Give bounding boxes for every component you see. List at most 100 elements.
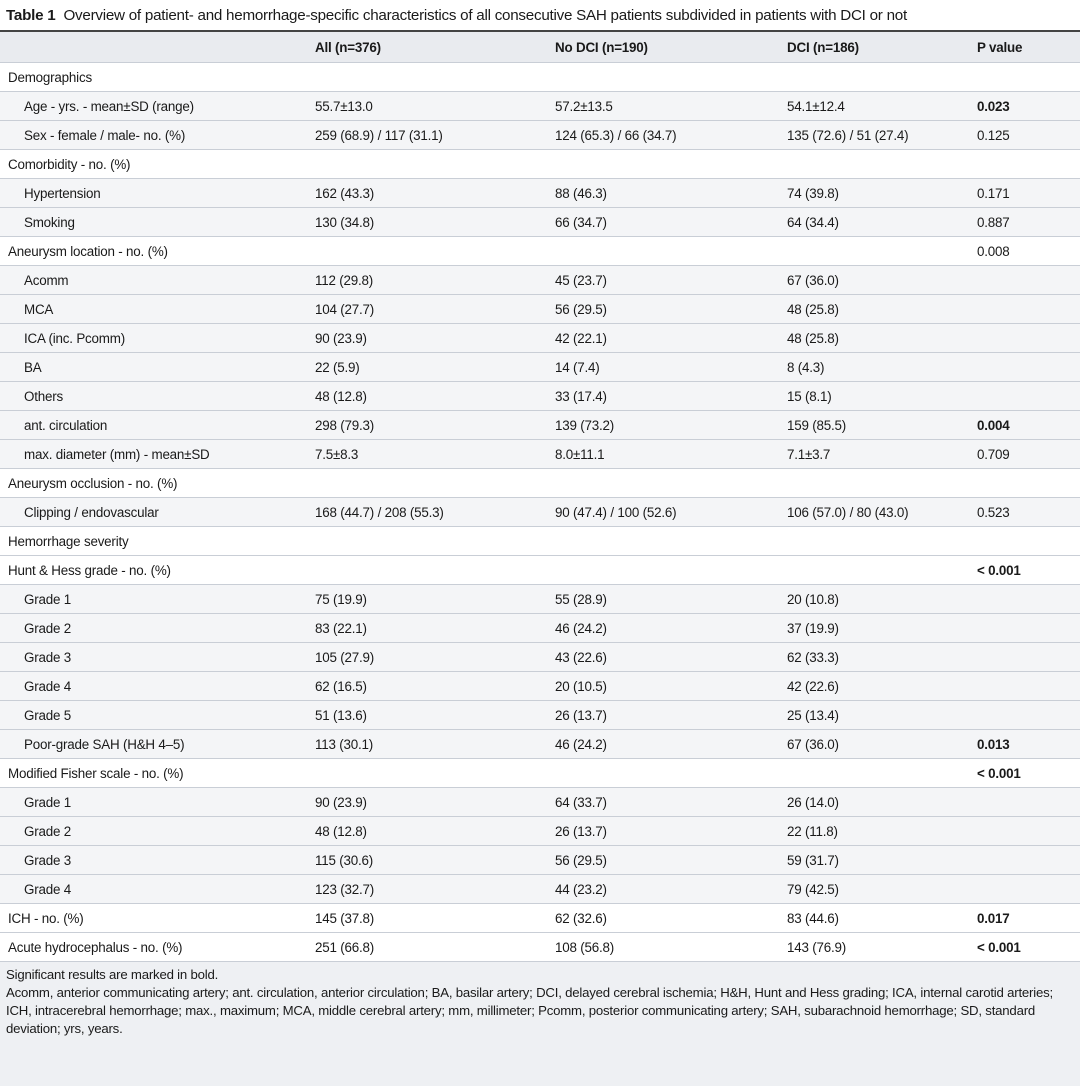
cell-no-dci: 139 (73.2) [547,410,779,440]
table-section-row: Demographics [0,62,1080,92]
cell-p-value: 0.013 [969,729,1080,759]
table-row: Grade 3 115 (30.6) 56 (29.5) 59 (31.7) [0,845,1080,875]
row-label: Grade 2 [0,613,307,643]
cell-no-dci [547,468,779,498]
cell-dci [779,62,969,92]
cell-p-value: 0.709 [969,439,1080,469]
cell-no-dci: 20 (10.5) [547,671,779,701]
table-row: Grade 1 75 (19.9) 55 (28.9) 20 (10.8) [0,584,1080,614]
cell-no-dci: 26 (13.7) [547,700,779,730]
cell-all: 55.7±13.0 [307,91,547,121]
cell-p-value [969,584,1080,614]
row-label: Aneurysm location - no. (%) [0,236,307,266]
column-header-all: All (n=376) [307,32,547,63]
cell-dci [779,149,969,179]
cell-no-dci [547,62,779,92]
cell-no-dci: 44 (23.2) [547,874,779,904]
row-label: Hemorrhage severity [0,526,307,556]
cell-dci: 106 (57.0) / 80 (43.0) [779,497,969,527]
cell-dci: 62 (33.3) [779,642,969,672]
cell-no-dci [547,149,779,179]
cell-p-value: 0.008 [969,236,1080,266]
cell-dci [779,236,969,266]
cell-dci: 54.1±12.4 [779,91,969,121]
cell-all [307,758,547,788]
cell-p-value [969,381,1080,411]
cell-all: 83 (22.1) [307,613,547,643]
cell-p-value [969,816,1080,846]
cell-no-dci: 56 (29.5) [547,845,779,875]
row-label: Smoking [0,207,307,237]
cell-no-dci: 8.0±11.1 [547,439,779,469]
table-row: Grade 4 123 (32.7) 44 (23.2) 79 (42.5) [0,874,1080,904]
table-row: Age - yrs. - mean±SD (range) 55.7±13.0 57.… [0,91,1080,121]
row-label: Sex - female / male- no. (%) [0,120,307,150]
cell-dci: 20 (10.8) [779,584,969,614]
table-row: Grade 2 83 (22.1) 46 (24.2) 37 (19.9) [0,613,1080,643]
cell-no-dci: 26 (13.7) [547,816,779,846]
footnote-significance: Significant results are marked in bold. [6,967,219,982]
cell-all: 90 (23.9) [307,787,547,817]
cell-dci: 143 (76.9) [779,932,969,962]
footnote-abbreviations: Acomm, anterior communicating artery; an… [6,985,1053,1036]
cell-p-value [969,149,1080,179]
cell-all [307,555,547,585]
cell-p-value [969,613,1080,643]
table-section-row: Aneurysm location - no. (%) 0.008 [0,236,1080,266]
row-label: Hypertension [0,178,307,208]
table-row: Grade 5 51 (13.6) 26 (13.7) 25 (13.4) [0,700,1080,730]
row-label: max. diameter (mm) - mean±SD [0,439,307,469]
cell-no-dci: 55 (28.9) [547,584,779,614]
table-section-row: ICH - no. (%) 145 (37.8) 62 (32.6) 83 (44.6… [0,903,1080,933]
cell-p-value [969,671,1080,701]
row-label: Age - yrs. - mean±SD (range) [0,91,307,121]
table-body: Demographics Age - yrs. - mean±SD (range)… [0,62,1080,962]
table-row: ant. circulation 298 (79.3) 139 (73.2) 159 … [0,410,1080,440]
cell-p-value [969,265,1080,295]
table-section-row: Hunt & Hess grade - no. (%) < 0.001 [0,555,1080,585]
table-section-row: Modified Fisher scale - no. (%) < 0.001 [0,758,1080,788]
row-label: Aneurysm occlusion - no. (%) [0,468,307,498]
cell-no-dci: 66 (34.7) [547,207,779,237]
cell-all [307,526,547,556]
row-label: Clipping / endovascular [0,497,307,527]
row-label: Grade 1 [0,584,307,614]
cell-all: 298 (79.3) [307,410,547,440]
cell-all: 168 (44.7) / 208 (55.3) [307,497,547,527]
cell-no-dci: 33 (17.4) [547,381,779,411]
row-label: ICH - no. (%) [0,903,307,933]
table-row: Grade 4 62 (16.5) 20 (10.5) 42 (22.6) [0,671,1080,701]
table-section-row: Hemorrhage severity [0,526,1080,556]
cell-dci: 59 (31.7) [779,845,969,875]
table-row: Clipping / endovascular 168 (44.7) / 208 … [0,497,1080,527]
cell-no-dci [547,555,779,585]
cell-p-value: 0.004 [969,410,1080,440]
cell-no-dci: 43 (22.6) [547,642,779,672]
row-label: Grade 4 [0,671,307,701]
row-label: BA [0,352,307,382]
cell-all: 113 (30.1) [307,729,547,759]
row-label: Poor-grade SAH (H&H 4–5) [0,729,307,759]
table-row: BA 22 (5.9) 14 (7.4) 8 (4.3) [0,352,1080,382]
cell-no-dci: 64 (33.7) [547,787,779,817]
table-row: Acomm 112 (29.8) 45 (23.7) 67 (36.0) [0,265,1080,295]
row-label: Grade 3 [0,642,307,672]
cell-no-dci: 45 (23.7) [547,265,779,295]
table-footnotes: Significant results are marked in bold. … [0,962,1080,1086]
cell-dci: 42 (22.6) [779,671,969,701]
cell-p-value: < 0.001 [969,932,1080,962]
row-label: Grade 5 [0,700,307,730]
cell-no-dci: 62 (32.6) [547,903,779,933]
cell-p-value [969,787,1080,817]
cell-all: 7.5±8.3 [307,439,547,469]
row-label: ICA (inc. Pcomm) [0,323,307,353]
cell-dci: 48 (25.8) [779,323,969,353]
row-label: Acute hydrocephalus - no. (%) [0,932,307,962]
cell-dci: 25 (13.4) [779,700,969,730]
cell-all: 75 (19.9) [307,584,547,614]
cell-dci [779,555,969,585]
cell-all: 112 (29.8) [307,265,547,295]
cell-dci [779,468,969,498]
table-caption: Table 1 Overview of patient- and hemorrha… [0,0,1080,32]
